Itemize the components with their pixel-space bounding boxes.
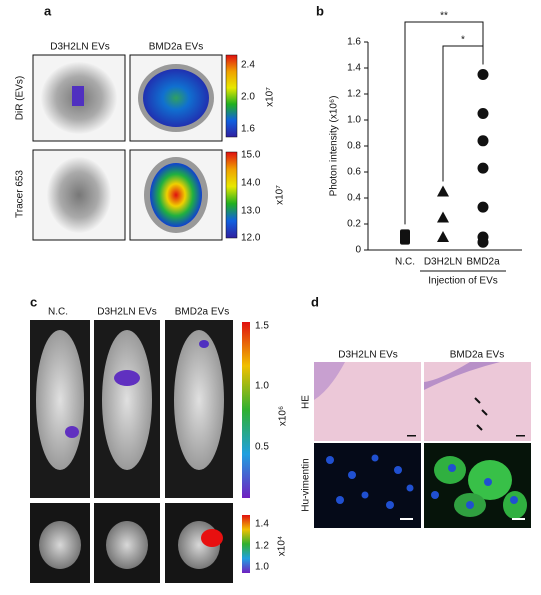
colorbar-unit: x10⁷ (275, 185, 286, 205)
signal (150, 163, 202, 227)
mouse (102, 330, 152, 470)
colorbar (242, 515, 250, 573)
tissue (424, 362, 500, 390)
x-axis-label: Injection of EVs (428, 276, 497, 287)
column-label: BMD2a EVs (450, 350, 504, 361)
significance-label: * (461, 35, 465, 46)
image (314, 443, 421, 528)
marker (437, 231, 449, 242)
colorbar-unit: x10⁷ (265, 87, 276, 107)
arrowhead (474, 397, 488, 431)
colorbar (225, 151, 238, 239)
x-tick-label: D3H2LN (424, 257, 462, 268)
panel-label: b (316, 3, 324, 18)
panel-label: c (30, 294, 37, 309)
signal (65, 426, 79, 438)
panel-c: c N.C. D3H2LN EVs BMD2a EVs 1.5 1.0 0.5 … (30, 294, 289, 583)
colorbar-tick: 2.0 (241, 92, 255, 103)
colorbar-tick: 0.5 (255, 442, 269, 453)
colorbar (242, 322, 250, 498)
panel-a: a D3H2LN EVs BMD2a EVs DiR (EVs) Tracer … (15, 3, 286, 243)
signal (201, 529, 223, 547)
marker (437, 185, 449, 197)
row-label: DiR (EVs) (15, 76, 26, 120)
marker (477, 135, 489, 147)
tissue (314, 362, 345, 400)
y-tick-label: 1.6 (347, 37, 361, 48)
x-tick-label: BMD2a (466, 257, 500, 268)
x-tick-label: N.C. (395, 257, 415, 268)
signal (114, 370, 140, 386)
colorbar-tick: 15.0 (241, 150, 261, 161)
y-tick-label: 0.2 (347, 219, 361, 230)
colorbar-tick: 1.0 (255, 381, 269, 392)
column-label: D3H2LN EVs (338, 350, 397, 361)
colorbar-tick: 12.0 (241, 233, 261, 244)
colorbar-tick: 1.5 (255, 321, 269, 332)
y-tick-label: 1.4 (347, 63, 361, 74)
colorbar-tick: 13.0 (241, 206, 261, 217)
y-tick-label: 0.8 (347, 141, 361, 152)
marker (437, 211, 449, 223)
y-tick-label: 0 (355, 245, 361, 256)
panel-b: b 0 0.2 0.4 0.6 0.8 1.0 1.2 1.4 1.6 Photon intensi… (316, 3, 522, 287)
y-tick-label: 0.4 (347, 193, 361, 204)
signal (143, 69, 209, 127)
marker (477, 108, 489, 119)
column-label: D3H2LN EVs (50, 42, 109, 53)
column-label: D3H2LN EVs (97, 307, 156, 318)
colorbar-unit: x10⁶ (278, 406, 289, 426)
row-label: Hu-vimentin (301, 458, 312, 511)
brain (106, 521, 148, 569)
y-tick-label: 1.0 (347, 115, 361, 126)
scale-bar (407, 435, 416, 437)
vimentin (431, 456, 527, 519)
colorbar-tick: 2.4 (241, 60, 255, 71)
colorbar-tick: 1.0 (255, 562, 269, 573)
marker (477, 69, 489, 80)
colorbar-tick: 1.6 (241, 124, 255, 135)
scale-bar (512, 518, 525, 520)
y-tick-label: 0.6 (347, 167, 361, 178)
panel-d: d D3H2LN EVs BMD2a EVs HE Hu-vimentin (301, 294, 531, 528)
colorbar-tick: 14.0 (241, 178, 261, 189)
colorbar-tick: 1.4 (255, 519, 269, 530)
scale-bar (400, 518, 413, 520)
y-axis-label: Photon intensity (x10⁶) (329, 96, 340, 197)
y-tick-label: 1.2 (347, 89, 361, 100)
marker (400, 232, 410, 242)
colorbar-unit: x10⁴ (277, 536, 288, 556)
mouse (174, 330, 224, 470)
significance-bracket (442, 45, 484, 182)
brain (39, 521, 81, 569)
panel-label: d (311, 294, 319, 309)
marker (477, 236, 489, 248)
marker (477, 201, 489, 213)
colorbar-tick: 1.2 (255, 541, 269, 552)
column-label: BMD2a EVs (175, 307, 229, 318)
image-content (47, 157, 111, 233)
mouse (36, 330, 84, 470)
marker (477, 162, 489, 174)
panel-label: a (44, 3, 52, 18)
column-label: N.C. (48, 307, 68, 318)
column-label: BMD2a EVs (149, 42, 203, 53)
nuclei (326, 454, 414, 509)
row-label: Tracer 653 (15, 170, 26, 218)
significance-bracket (404, 21, 484, 225)
scale-bar (516, 435, 525, 437)
row-label: HE (301, 395, 312, 409)
signal (72, 86, 84, 106)
signal (199, 340, 209, 348)
colorbar (225, 54, 238, 138)
significance-label: ** (440, 11, 448, 22)
